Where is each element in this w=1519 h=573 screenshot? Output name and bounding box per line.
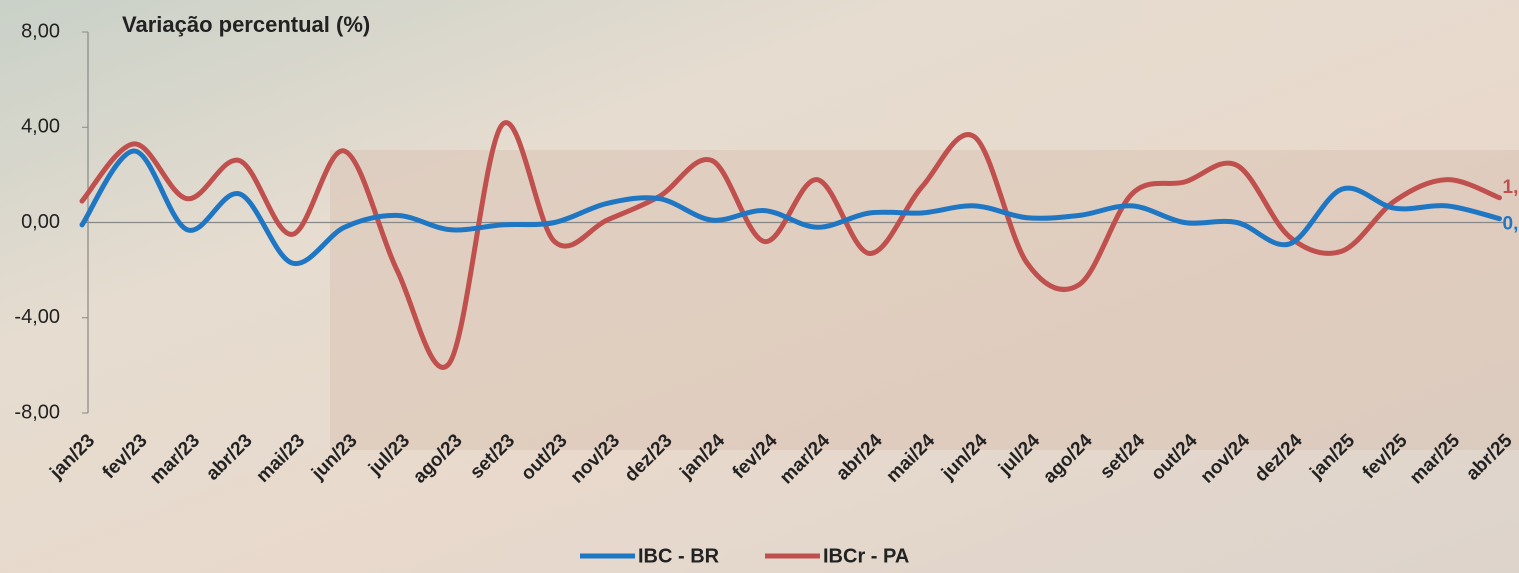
background-shape	[330, 150, 1519, 450]
data-label: 0,16	[1503, 214, 1519, 235]
line	[79, 148, 1502, 266]
y-tick-label: 0,00	[21, 211, 60, 233]
y-tick-label: 8,00	[21, 20, 60, 42]
y-tick-label: 4,00	[21, 116, 60, 138]
legend: IBC - BR IBCr - PA	[580, 545, 909, 567]
axis-title: Variação percentual (%)	[122, 12, 370, 37]
data-label: 1,04	[1503, 177, 1519, 198]
line	[79, 120, 1502, 370]
y-tick-label: -8,00	[14, 401, 60, 423]
y-tick-label: -4,00	[14, 306, 60, 328]
legend-label: IBC - BR	[638, 545, 720, 567]
legend-label: IBCr - PA	[823, 545, 909, 567]
